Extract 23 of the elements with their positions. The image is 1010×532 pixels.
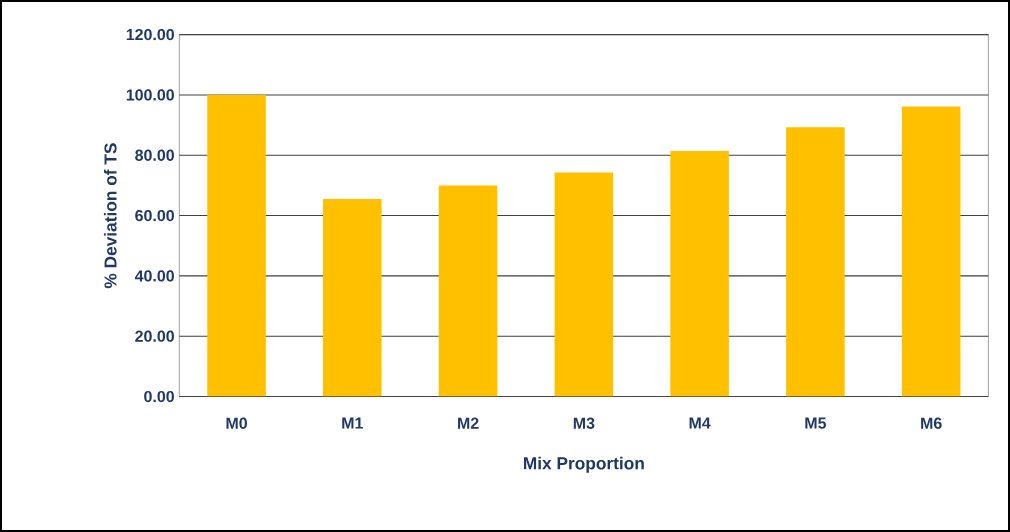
- x-tick-label: M6: [921, 417, 942, 429]
- bar: [438, 185, 498, 397]
- y-tick-label: 60.00: [135, 209, 174, 222]
- x-tick-label: M0: [226, 417, 247, 429]
- x-tick-label: M4: [689, 417, 711, 429]
- bar: [323, 199, 382, 397]
- bar: [207, 94, 266, 397]
- bar: [786, 127, 845, 397]
- y-tick-label: 80.00: [135, 149, 174, 161]
- y-tick-label: 40.00: [134, 270, 174, 282]
- bar: [901, 106, 961, 397]
- y-axis-title: % Deviation of TS: [103, 143, 117, 289]
- y-tick-label: 120.00: [126, 28, 174, 41]
- bar: [554, 172, 614, 397]
- bar: [670, 151, 729, 397]
- x-tick-label: M3: [573, 417, 595, 429]
- x-tick-label: M5: [805, 417, 827, 429]
- y-tick-label: 20.00: [135, 330, 174, 342]
- y-tick-label: 0.00: [144, 390, 174, 403]
- x-tick-label: M2: [458, 417, 479, 429]
- x-tick-label: M1: [342, 417, 363, 429]
- y-tick-label: 100.00: [126, 89, 174, 101]
- x-axis-title: Mix Proportion: [523, 456, 644, 473]
